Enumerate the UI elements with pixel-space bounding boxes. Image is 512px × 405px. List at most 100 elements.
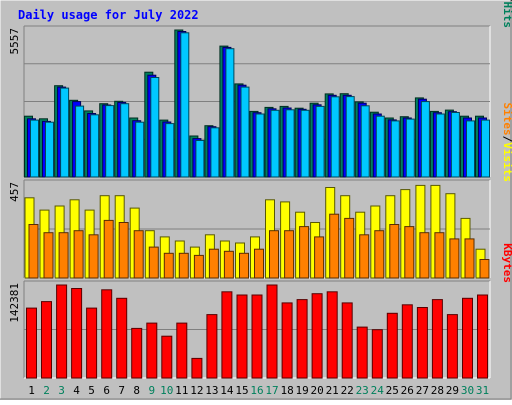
bar-hits-pages-day-29 [450,112,460,178]
bar-visits-sites-day-17 [269,230,279,279]
x-tick-label: 29 [446,384,459,397]
bar-kbytes-kbytes-day-7 [116,297,128,379]
bar-hits-pages-day-20 [315,105,325,178]
bar-kbytes-kbytes-day-15 [236,294,248,379]
bar-kbytes-kbytes-day-11 [176,322,188,379]
bar-kbytes-kbytes-day-31 [477,294,488,379]
bar-kbytes-kbytes-day-28 [431,299,443,379]
bar-kbytes-kbytes-day-22 [341,302,353,379]
bar-visits-sites-day-8 [133,230,144,279]
bar-visits-sites-day-24 [374,230,385,279]
x-tick-label: 12 [190,384,203,397]
y-axis-max-label: 457 [8,182,21,202]
bar-visits-sites-day-3 [58,232,69,279]
x-tick-label: 23 [356,384,369,397]
bar-visits-sites-day-19 [299,226,310,279]
bar-hits-pages-day-19 [300,109,310,178]
bar-visits-sites-day-31 [479,259,490,279]
x-tick-label: 5 [88,384,95,397]
bar-visits-sites-day-7 [118,222,129,279]
bar-kbytes-kbytes-day-21 [326,291,338,379]
bar-kbytes-kbytes-day-19 [296,299,308,379]
x-tick-label: 19 [295,384,308,397]
bar-kbytes-kbytes-day-5 [86,307,98,379]
legend-separator: / [501,0,512,2]
chart-title: Daily usage for July 2022 [18,8,199,22]
bar-kbytes-kbytes-day-1 [26,307,37,379]
y-axis-max-label: 5557 [8,28,21,55]
bar-visits-sites-day-11 [178,252,189,279]
bar-hits-pages-day-5 [90,114,100,178]
bar-kbytes-kbytes-day-27 [416,307,428,379]
bar-visits-sites-day-12 [193,254,204,279]
bar-kbytes-kbytes-day-30 [462,297,473,379]
bar-visits-sites-day-23 [359,234,370,279]
bar-visits-sites-day-13 [208,248,219,279]
bar-visits-sites-day-4 [73,230,84,279]
x-tick-label: 6 [103,384,110,397]
bar-hits-pages-day-22 [345,96,355,178]
bar-hits-pages-day-14 [225,48,235,178]
bar-kbytes-kbytes-day-14 [221,291,233,379]
bar-visits-sites-day-20 [314,236,325,279]
bar-hits-pages-day-13 [210,127,220,178]
bar-visits-sites-day-5 [88,234,99,279]
x-tick-label: 16 [250,384,263,397]
legend-entry: Hits [501,2,512,29]
x-tick-label: 17 [265,384,278,397]
bar-kbytes-kbytes-day-9 [146,322,158,379]
bar-hits-pages-day-8 [135,121,145,178]
chart-panels: 5557Pages/Files/Hits 457 Sites/Visits 14238… [8,0,512,379]
x-tick-label: 22 [341,384,354,397]
bar-kbytes-kbytes-day-12 [191,357,203,379]
x-tick-label: 21 [326,384,339,397]
bar-kbytes-kbytes-day-29 [446,314,458,379]
x-tick-label: 13 [205,384,218,397]
bar-kbytes-kbytes-day-10 [161,335,173,379]
bar-hits-pages-day-2 [45,121,54,178]
bar-hits-pages-day-23 [360,105,370,178]
bar-visits-sites-day-30 [464,238,475,279]
bar-kbytes-kbytes-day-25 [386,312,398,379]
bar-hits-pages-day-9 [150,77,160,178]
bar-hits-pages-day-27 [420,101,430,178]
panel-kbytes: 142381 KBytes [8,243,512,379]
bar-hits-pages-day-28 [435,113,445,178]
bar-hits-pages-day-31 [481,119,490,178]
bar-kbytes-kbytes-day-4 [71,288,83,379]
bar-visits-sites-day-25 [389,224,400,279]
series-legend: Sites/Visits [501,103,512,183]
bar-hits-pages-day-15 [240,86,250,178]
x-tick-label: 4 [73,384,80,397]
x-tick-label: 15 [235,384,248,397]
bar-hits-pages-day-6 [105,105,115,178]
bar-hits-pages-day-7 [120,103,130,178]
bar-kbytes-kbytes-day-16 [251,294,263,379]
bar-kbytes-kbytes-day-17 [266,284,278,379]
x-tick-label: 25 [386,384,399,397]
bar-kbytes-kbytes-day-26 [401,304,413,379]
x-tick-label: 8 [133,384,140,397]
bar-visits-sites-day-28 [434,232,445,279]
bar-hits-pages-day-24 [375,115,385,178]
bar-kbytes-kbytes-day-24 [371,329,383,379]
x-tick-label: 31 [476,384,489,397]
x-tick-label: 20 [310,384,323,397]
bar-visits-sites-day-27 [419,232,430,279]
bar-hits-pages-day-17 [270,109,280,178]
bar-visits-sites-day-21 [329,213,340,279]
x-tick-label: 18 [280,384,293,397]
bar-visits-sites-day-26 [404,226,415,279]
bar-hits-pages-day-11 [180,32,190,178]
x-axis-day-labels: 1 2 3 4 5 6 7 8 9 10 11 12 13 14 15 16 17 18 19 20 21 22 23 24 2… [28,384,489,397]
bar-hits-pages-day-3 [60,87,70,178]
panel-hits: 5557 Pages/Files/Hits [8,0,512,178]
x-tick-label: 9 [148,384,155,397]
bar-visits-sites-day-29 [449,238,460,279]
bar-hits-pages-day-18 [285,109,295,178]
legend-separator: / [501,136,512,143]
bar-hits-pages-day-25 [390,120,400,178]
bar-visits-sites-day-6 [103,219,114,279]
bar-kbytes-kbytes-day-13 [206,314,218,379]
